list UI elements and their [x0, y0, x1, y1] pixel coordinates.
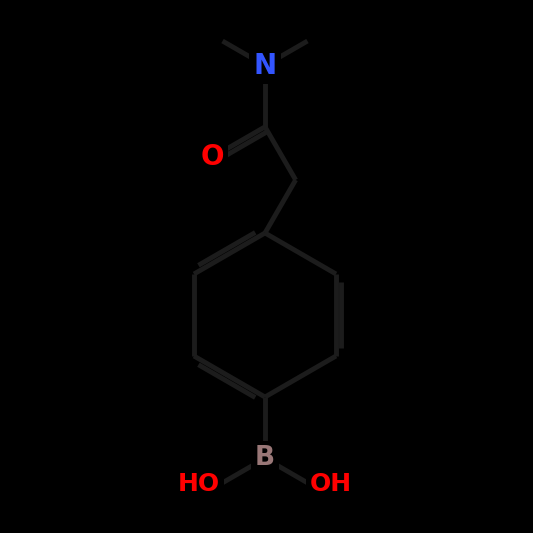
Text: HO: HO	[177, 472, 220, 496]
Text: B: B	[255, 445, 275, 471]
Text: O: O	[200, 143, 224, 172]
Text: OH: OH	[310, 472, 352, 496]
Text: N: N	[253, 52, 277, 79]
